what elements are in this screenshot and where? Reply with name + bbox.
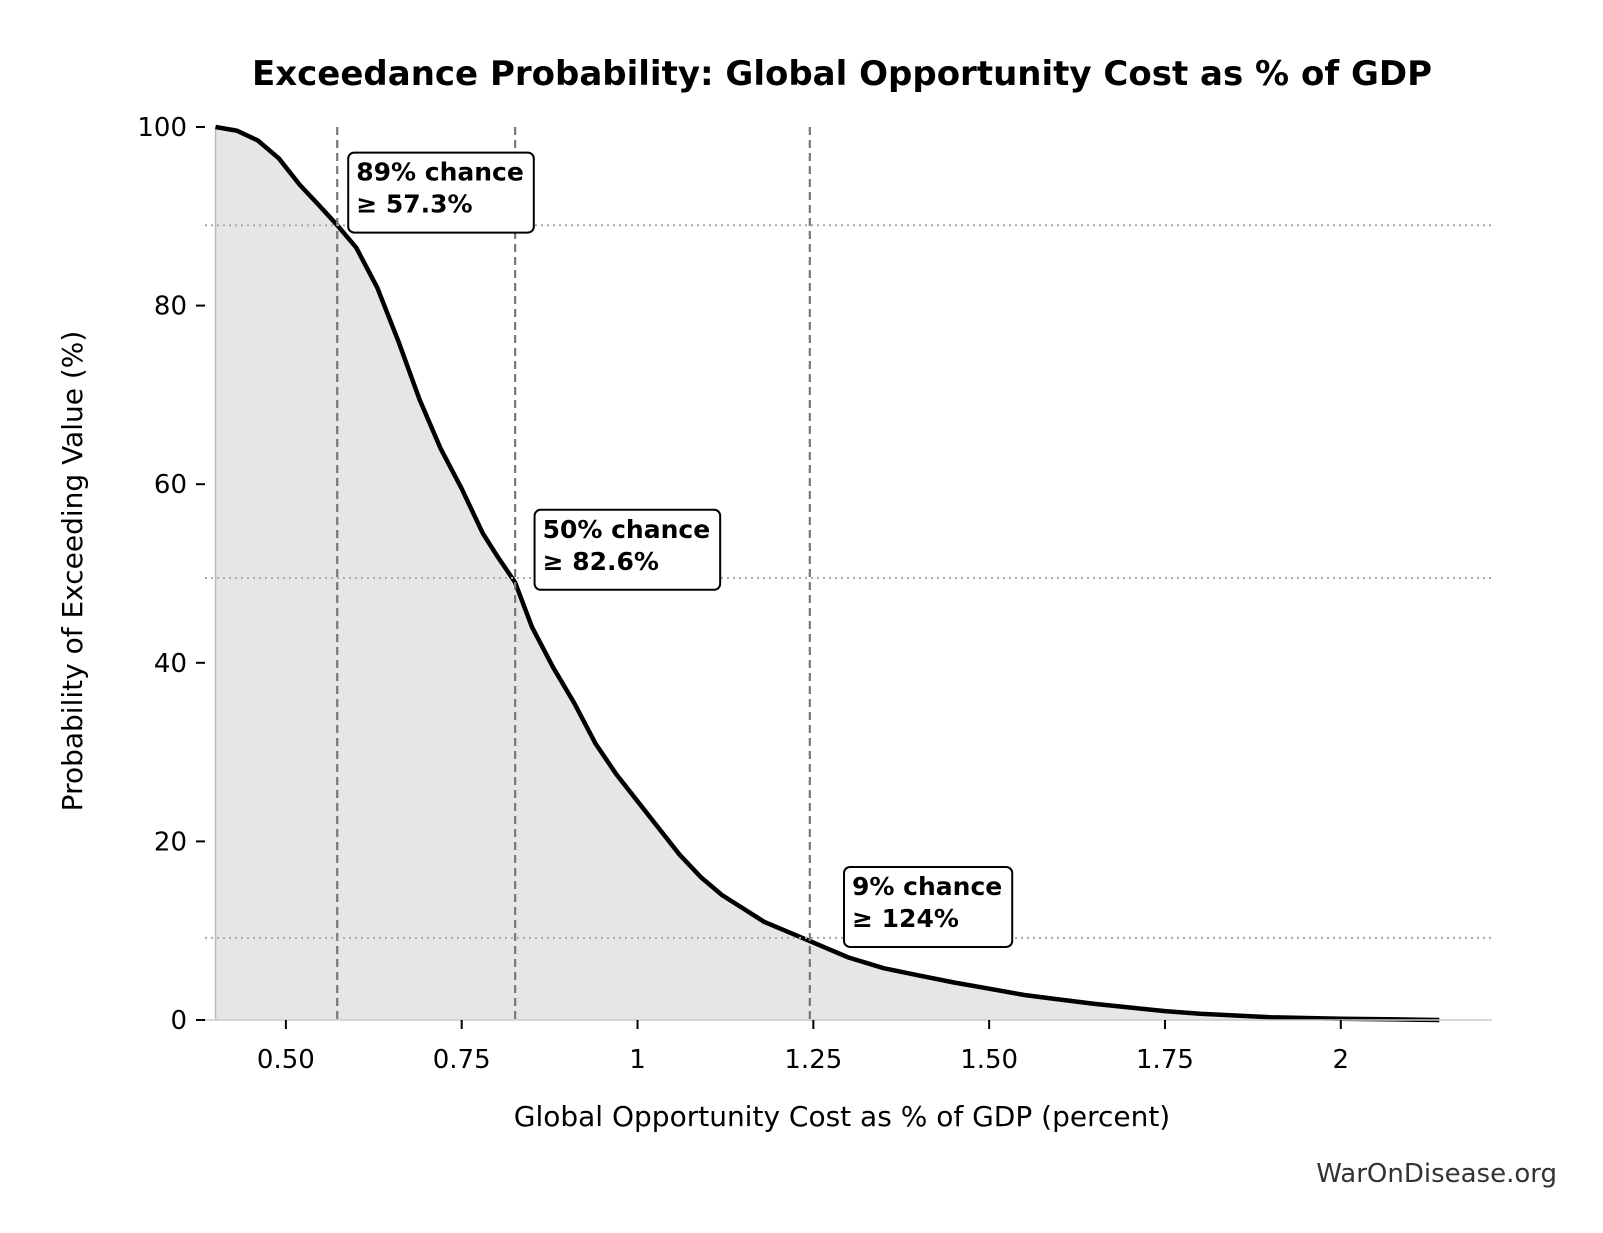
annotation-box — [843, 865, 1014, 948]
annotation-line1: 9% chance — [852, 872, 1002, 901]
series-area-0 — [215, 127, 1440, 1020]
x-tick-label: 1.25 — [784, 1045, 842, 1075]
x-tick-label: 1.50 — [960, 1045, 1018, 1075]
annotation-line1: 89% chance — [356, 158, 524, 187]
plot-area — [214, 124, 1440, 1023]
annotation-box — [347, 151, 535, 234]
y-tick-label: 20 — [154, 827, 187, 857]
annotation-line2: ≥ 82.6% — [543, 547, 659, 576]
annotation-line2: ≥ 124% — [852, 904, 959, 933]
annotation-box — [533, 508, 722, 591]
annotation-2: 9% chance ≥ 124% — [843, 865, 1014, 948]
y-axis-label: Probability of Exceeding Value (%) — [56, 331, 89, 812]
x-axis-label: Global Opportunity Cost as % of GDP (per… — [514, 1100, 1170, 1133]
watermark: WarOnDisease.org — [1316, 1159, 1557, 1189]
x-tick-label: 0.50 — [257, 1045, 315, 1075]
x-tick-label: 1.75 — [1136, 1045, 1194, 1075]
y-tick-label: 100 — [137, 113, 187, 143]
x-tick-label: 1 — [629, 1045, 646, 1075]
y-tick-label: 40 — [154, 649, 187, 679]
x-tick-label: 0.75 — [433, 1045, 491, 1075]
annotations: 89% chance ≥ 57.3% 50% chance ≥ 82.6% 9% cha… — [347, 151, 1014, 948]
chart-title: Exceedance Probability: Global Opportuni… — [252, 54, 1432, 94]
x-tick-label: 2 — [1333, 1045, 1350, 1075]
series-line-0 — [215, 124, 1440, 1023]
annotation-line2: ≥ 57.3% — [356, 190, 472, 219]
y-tick-label: 0 — [170, 1006, 187, 1036]
y-tick-label: 80 — [154, 292, 187, 322]
annotation-1: 50% chance ≥ 82.6% — [533, 508, 722, 591]
annotation-line1: 50% chance — [543, 515, 711, 544]
y-tick-label: 60 — [154, 470, 187, 500]
annotation-0: 89% chance ≥ 57.3% — [347, 151, 535, 234]
